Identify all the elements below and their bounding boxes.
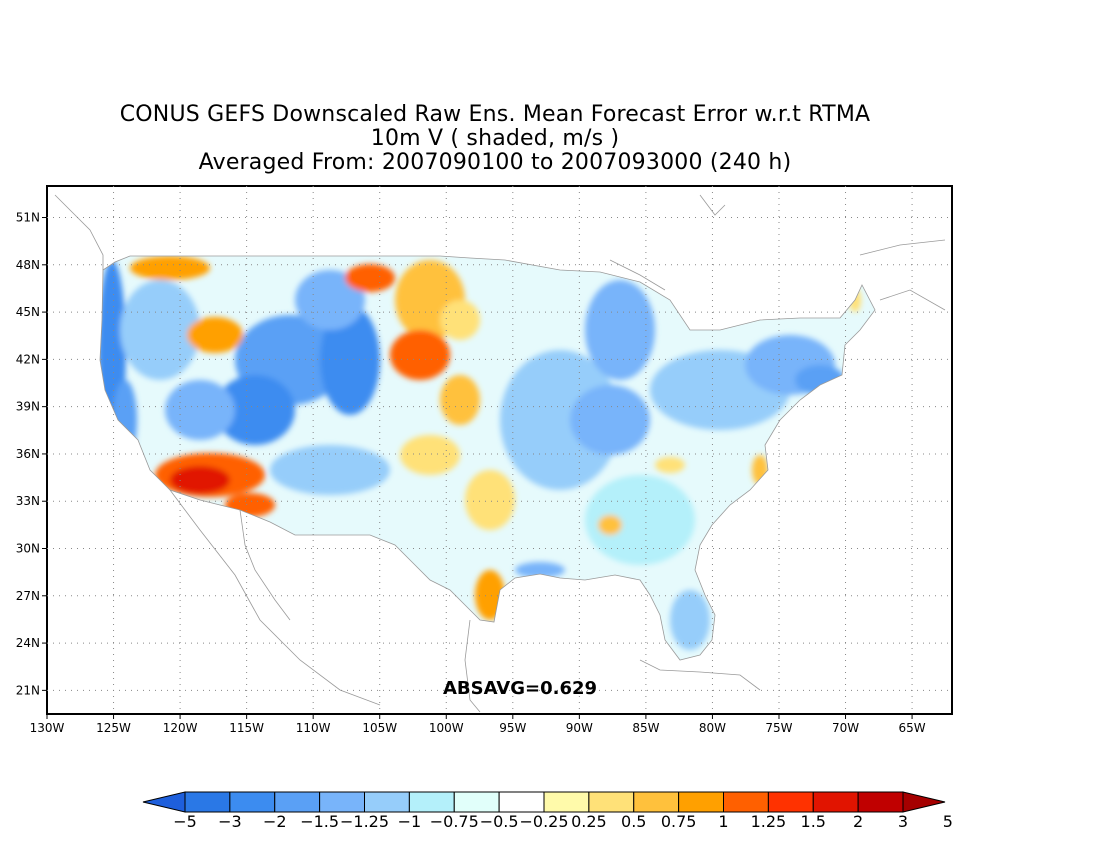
colorbar-label: 0.75 (661, 812, 697, 831)
lon-tick-label: 75W (765, 721, 792, 735)
lon-tick-label: 120W (163, 721, 198, 735)
lat-tick-label: 51N (16, 211, 40, 225)
lon-tick-label: 130W (30, 721, 65, 735)
colorbar-bin (229, 791, 276, 813)
colorbar-label: −3 (218, 812, 242, 831)
map-title-line-2: 10m V ( shaded, m/s ) (370, 126, 620, 151)
lat-tick-label: 39N (16, 400, 40, 414)
colorbar-label: 1 (718, 812, 728, 831)
colorbar-bin (767, 791, 814, 813)
colorbar-bin (184, 791, 231, 813)
lon-tick-label: 65W (899, 721, 926, 735)
colorbar-bin (408, 791, 455, 813)
lon-tick-label: 115W (229, 721, 264, 735)
colorbar-bin (319, 791, 365, 813)
colorbar-label: −0.25 (519, 812, 568, 831)
colorbar-label: 0.25 (571, 812, 607, 831)
colorbar-bin (633, 791, 680, 813)
colorbar-label: 1.25 (751, 812, 787, 831)
lat-tick-label: 24N (16, 636, 40, 650)
colorbar-label: −1 (398, 812, 422, 831)
colorbar-upper-arrow (902, 791, 946, 813)
lat-tick-label: 30N (16, 542, 40, 556)
latitude-tick-labels: 21N 24N 27N 30N 33N 36N 39N 42N 45N 48N 51N (16, 211, 40, 698)
lon-tick-label: 105W (362, 721, 397, 735)
colorbar-bin (812, 791, 859, 813)
lat-tick-label: 45N (16, 305, 40, 319)
lon-tick-label: 85W (632, 721, 659, 735)
lon-tick-label: 125W (96, 721, 131, 735)
absavg-label: ABSAVG=0.629 (443, 678, 597, 699)
colorbar-label: −1.25 (340, 812, 389, 831)
colorbar-label: 5 (943, 812, 953, 831)
lat-tick-label: 21N (16, 683, 40, 697)
colorbar: −5 −3 −2 −1.5 −1.25 −1 −0.75 −0.5 −0.25 0.25 0.5 0.… (142, 791, 953, 831)
map-title-line-1: CONUS GEFS Downscaled Raw Ens. Mean Fore… (119, 102, 871, 127)
colorbar-bin (857, 791, 904, 813)
colorbar-lower-arrow (142, 791, 186, 813)
lon-tick-label: 80W (699, 721, 726, 735)
colorbar-bin (588, 791, 635, 813)
colorbar-bin (543, 791, 590, 813)
lat-tick-label: 42N (16, 352, 40, 366)
lon-tick-label: 70W (832, 721, 859, 735)
colorbar-label: 3 (898, 812, 908, 831)
coastline-borders (54, 194, 946, 713)
lat-tick-label: 33N (16, 494, 40, 508)
lon-tick-label: 90W (566, 721, 593, 735)
colorbar-label: −1.5 (300, 812, 339, 831)
lon-tick-label: 100W (429, 721, 464, 735)
colorbar-label: 0.5 (621, 812, 646, 831)
lon-tick-label: 110W (296, 721, 331, 735)
lat-lon-gridlines (42, 186, 952, 719)
colorbar-bin (723, 791, 769, 813)
lat-tick-label: 48N (16, 258, 40, 272)
colorbar-label: −2 (263, 812, 287, 831)
colorbar-label: 1.5 (801, 812, 826, 831)
colorbar-label: −0.5 (480, 812, 519, 831)
colorbar-bin (453, 791, 500, 813)
colorbar-label: 2 (853, 812, 863, 831)
colorbar-label: −0.75 (430, 812, 479, 831)
map-title-line-3: Averaged From: 2007090100 to 2007093000 … (198, 150, 792, 175)
colorbar-bin (274, 791, 321, 813)
lat-tick-label: 27N (16, 589, 40, 603)
colorbar-bin (364, 791, 410, 813)
colorbar-bin (678, 791, 724, 813)
colorbar-bin (498, 791, 545, 813)
lat-tick-label: 36N (16, 447, 40, 461)
lon-tick-label: 95W (499, 721, 526, 735)
colorbar-label: −5 (173, 812, 197, 831)
longitude-tick-labels: 130W 125W 120W 115W 110W 105W 100W 95W 90W 85W 80W… (30, 721, 926, 735)
